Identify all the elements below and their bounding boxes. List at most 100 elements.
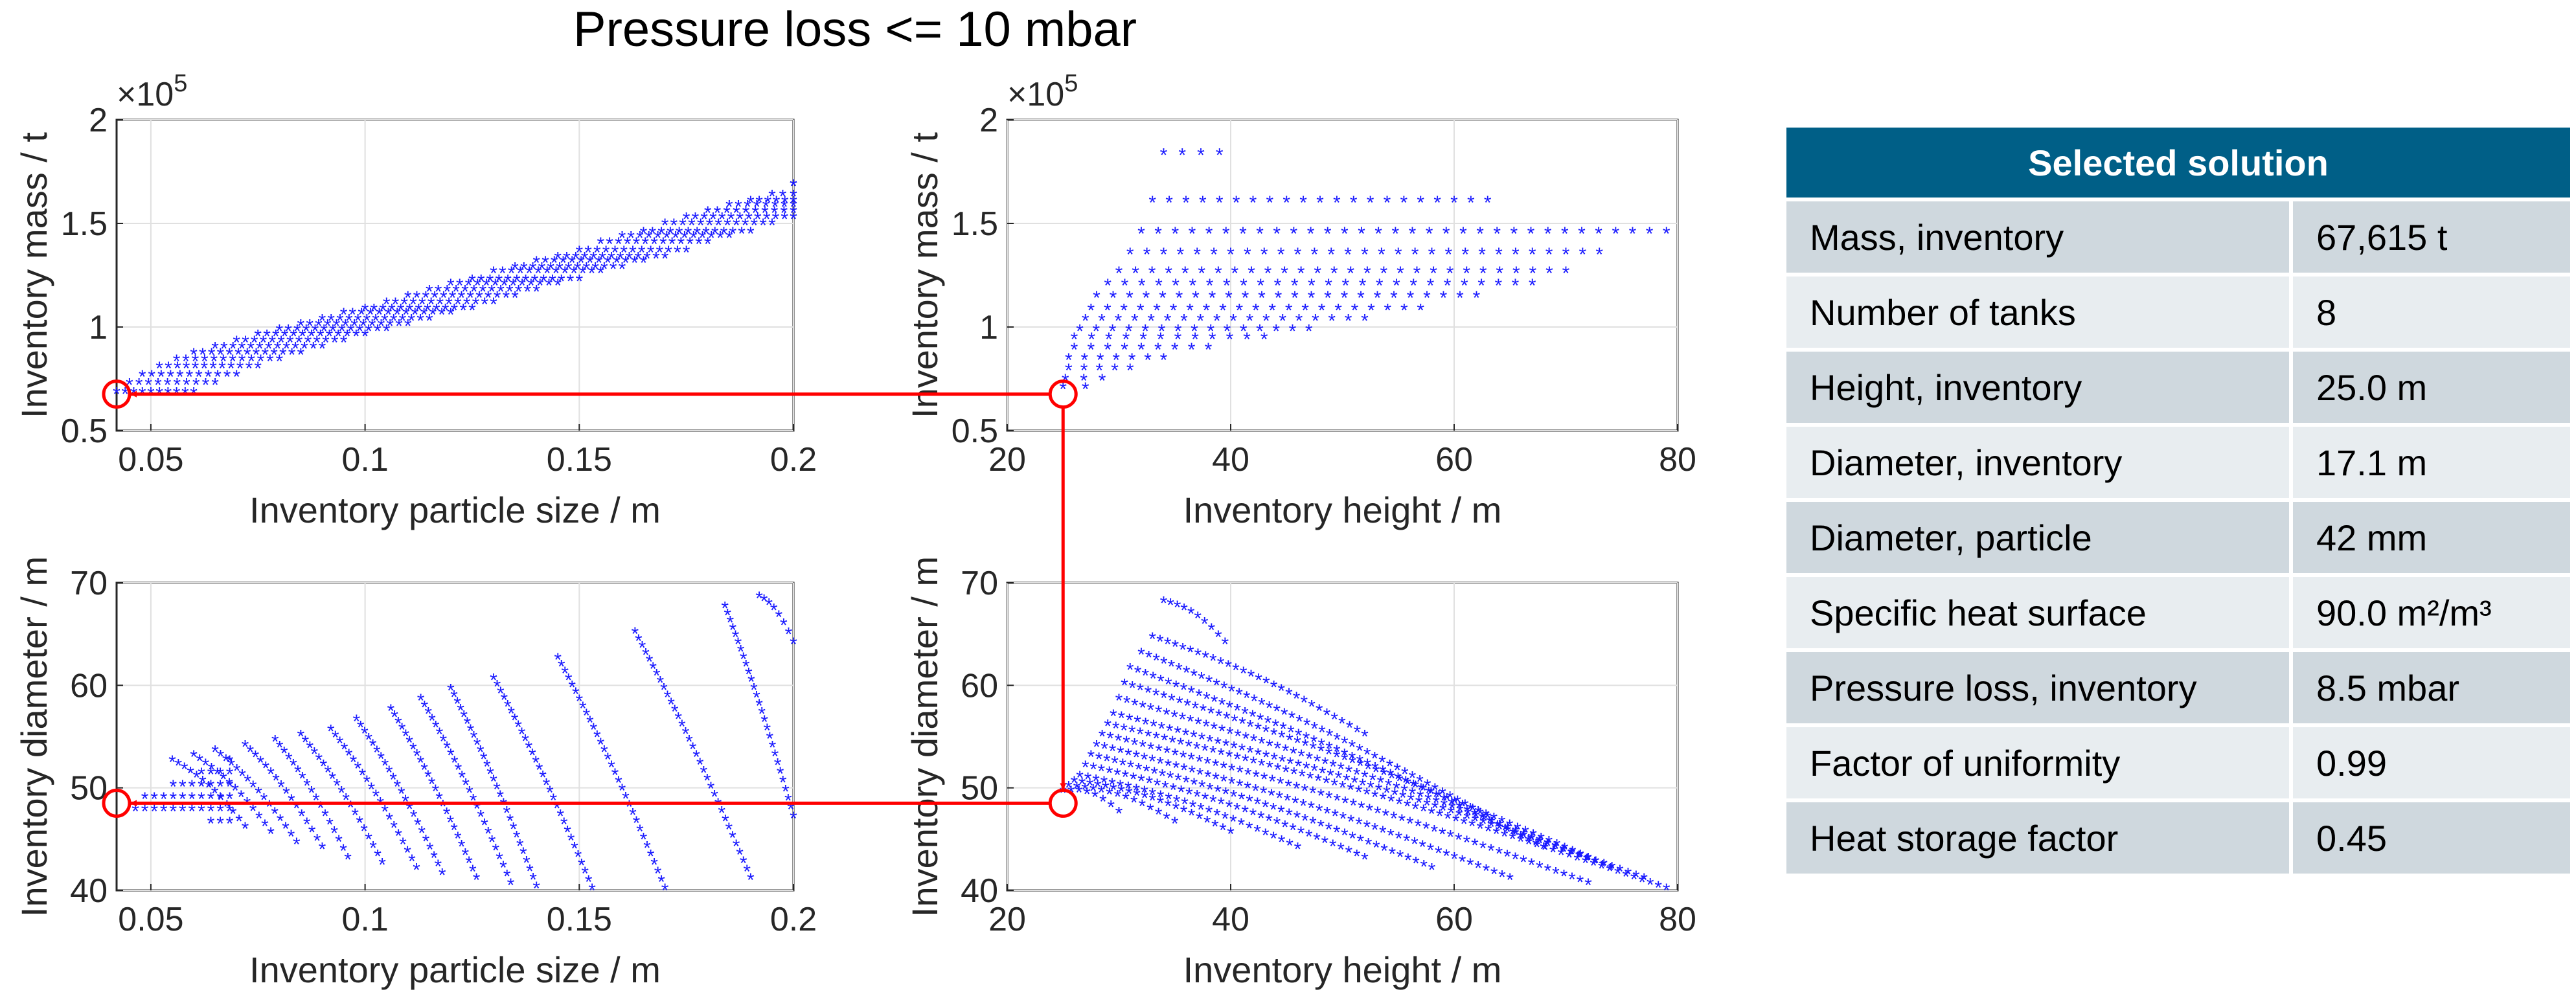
x-tick-label: 0.15: [547, 901, 612, 938]
data-point: *: [420, 304, 428, 326]
data-point: *: [409, 294, 417, 315]
data-point: *: [665, 242, 672, 264]
data-point: *: [1189, 223, 1196, 245]
data-point: *: [568, 253, 576, 274]
data-point: *: [1146, 800, 1154, 821]
data-point: *: [1202, 648, 1209, 669]
data-point: *: [527, 275, 535, 297]
data-point: *: [1450, 192, 1458, 214]
data-point: *: [267, 824, 275, 845]
data-point: *: [1426, 223, 1433, 245]
data-point: *: [1455, 830, 1463, 851]
data-point: *: [504, 271, 512, 293]
data-point: *: [1307, 223, 1315, 245]
data-point: *: [218, 358, 226, 379]
data-point: *: [1536, 857, 1544, 879]
axes-frame: [115, 119, 795, 432]
data-point: *: [1273, 223, 1281, 245]
data-point: *: [672, 227, 679, 249]
data-point: *: [1545, 263, 1553, 284]
data-point: *: [593, 242, 601, 264]
data-point: *: [1350, 192, 1358, 214]
data-point: *: [1232, 660, 1240, 681]
data-point: *: [1380, 841, 1388, 862]
table-row: Specific heat surface 90.0 m²/m³: [1786, 573, 2570, 648]
row-value: 8: [2289, 273, 2570, 348]
data-point: *: [1483, 861, 1490, 882]
data-point: *: [1156, 631, 1164, 653]
data-point: *: [532, 878, 540, 899]
data-point: *: [297, 315, 305, 337]
data-point: *: [210, 351, 218, 372]
data-point: *: [334, 326, 342, 347]
data-point: *: [1260, 329, 1268, 350]
data-point: *: [611, 242, 619, 264]
data-point: *: [308, 326, 315, 347]
data-point: *: [254, 358, 262, 379]
data-point: *: [418, 294, 426, 315]
data-point: *: [279, 344, 287, 366]
data-point: *: [1512, 849, 1520, 870]
data-point: *: [486, 271, 494, 293]
data-point: *: [1361, 850, 1369, 871]
data-point: *: [426, 310, 433, 332]
data-point: *: [1463, 832, 1471, 853]
y-tick-label: 60: [70, 667, 108, 705]
data-point: *: [350, 315, 358, 337]
data-point: *: [415, 300, 422, 321]
y-tick-label: 1.5: [61, 205, 108, 243]
data-point: *: [1233, 192, 1240, 214]
chart-diameter-vs-particle-size: 0.05 0.1 0.15 0.2 40 50 60 70 Inventory particle…: [14, 556, 817, 990]
data-point: *: [1188, 806, 1196, 827]
data-point: *: [1638, 872, 1646, 893]
row-label: Diameter, inventory: [1786, 423, 2289, 498]
data-point: *: [176, 367, 184, 388]
x-axis-label: Inventory height / m: [1183, 949, 1502, 990]
data-point: *: [524, 282, 532, 303]
data-point: *: [1182, 192, 1190, 214]
data-point: *: [397, 300, 405, 321]
data-point: *: [525, 263, 533, 284]
data-point: *: [1568, 869, 1576, 890]
data-point: *: [1595, 244, 1603, 265]
data-point: *: [437, 294, 444, 315]
data-point: *: [1197, 144, 1205, 166]
data-point: *: [1290, 223, 1298, 245]
data-point: *: [584, 242, 592, 264]
data-point: *: [1082, 379, 1089, 400]
x-tick-label: 0.1: [341, 441, 388, 479]
data-point: *: [459, 300, 467, 321]
data-point: *: [683, 242, 690, 264]
data-point: *: [348, 304, 356, 326]
data-point: *: [1400, 192, 1408, 214]
data-point: *: [617, 248, 624, 269]
data-point: *: [1341, 223, 1349, 245]
data-point: *: [581, 248, 589, 269]
data-point: *: [319, 339, 326, 360]
data-point: *: [183, 358, 190, 379]
data-point: *: [1111, 360, 1119, 381]
data-point: *: [714, 203, 722, 224]
data-point: *: [1237, 815, 1245, 836]
data-point: *: [247, 351, 255, 372]
data-point: *: [661, 248, 669, 269]
data-point: *: [1420, 856, 1428, 877]
data-point: *: [242, 819, 249, 840]
data-point: *: [288, 344, 296, 366]
y-tick-label: 0.5: [952, 412, 998, 450]
data-point: *: [315, 315, 323, 337]
data-point: *: [1595, 223, 1602, 245]
data-point: *: [322, 332, 330, 354]
data-point: *: [216, 764, 224, 785]
data-point: *: [506, 282, 514, 303]
data-point: *: [361, 326, 369, 347]
data-point: *: [164, 375, 172, 396]
x-tick-label: 0.15: [547, 441, 612, 479]
data-point: *: [400, 294, 408, 315]
data-point: *: [725, 196, 733, 218]
data-point: *: [324, 315, 332, 337]
data-point: *: [554, 275, 562, 297]
data-point: *: [429, 304, 437, 326]
data-point: *: [473, 275, 481, 297]
data-point: *: [227, 358, 235, 379]
